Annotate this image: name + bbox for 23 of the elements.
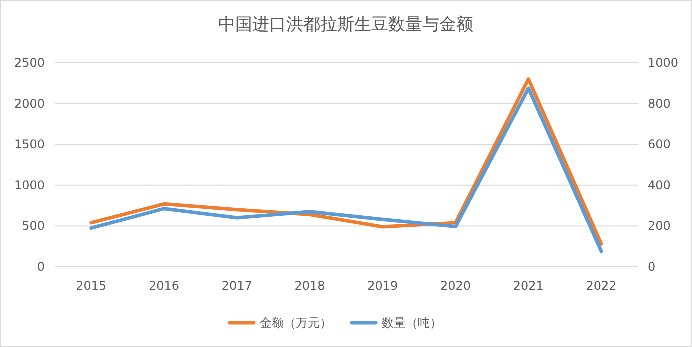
x-tick-label: 2016 bbox=[149, 279, 180, 293]
legend-label: 数量（吨） bbox=[382, 316, 442, 330]
x-tick-label: 2022 bbox=[586, 279, 617, 293]
y2-tick-label: 200 bbox=[648, 219, 671, 234]
y2-tick-label: 800 bbox=[648, 96, 671, 111]
y-tick-label: 2000 bbox=[14, 96, 45, 111]
x-tick-label: 2021 bbox=[513, 279, 544, 293]
x-tick-label: 2020 bbox=[440, 279, 472, 293]
y2-tick-label: 1000 bbox=[648, 56, 679, 70]
chart-title: 中国进口洪都拉斯生豆数量与金额 bbox=[218, 15, 474, 35]
x-tick-label: 2017 bbox=[222, 279, 252, 293]
y-tick-label: 1500 bbox=[14, 138, 45, 152]
x-tick-label: 2018 bbox=[294, 279, 326, 293]
y2-tick-label: 400 bbox=[648, 178, 671, 192]
y2-tick-label: 600 bbox=[648, 138, 671, 152]
legend-label: 金额（万元） bbox=[260, 316, 332, 330]
y-tick-label: 0 bbox=[37, 260, 45, 274]
y-tick-label: 1000 bbox=[14, 178, 45, 192]
x-tick-label: 2015 bbox=[76, 279, 107, 293]
y-tick-label: 500 bbox=[22, 219, 45, 234]
y2-tick-label: 0 bbox=[648, 260, 656, 274]
x-tick-label: 2019 bbox=[368, 279, 398, 293]
y-tick-label: 2500 bbox=[14, 56, 45, 70]
